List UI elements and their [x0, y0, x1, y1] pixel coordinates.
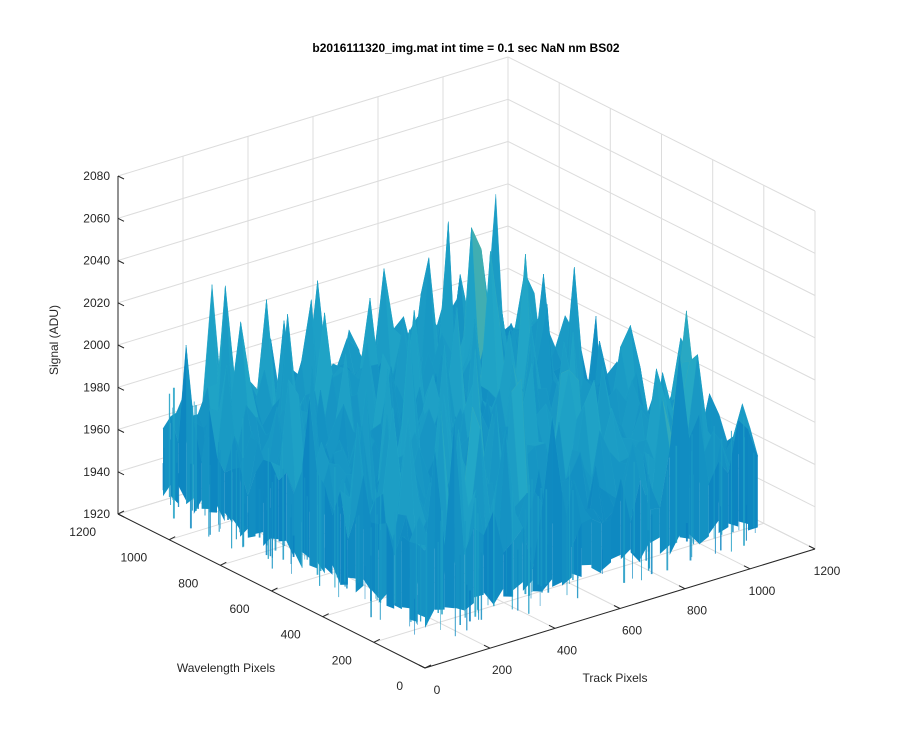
surface-front-skirt-x — [591, 518, 602, 574]
z-tick-mark — [117, 175, 125, 180]
z-tick-label: 2000 — [83, 338, 110, 352]
surface-front-skirt-x — [444, 419, 455, 609]
x-tick-mark — [548, 624, 556, 629]
surface-front-skirt-x — [630, 479, 641, 563]
chart-title: b2016111320_img.mat int time = 0.1 sec N… — [312, 41, 619, 55]
z-tick-label: 1960 — [83, 423, 110, 437]
back-wall-gridline-z — [507, 141, 816, 296]
surface-front-skirt-x — [640, 479, 651, 560]
surface-front-skirt-y — [347, 515, 356, 579]
surface-front-skirt-x — [601, 519, 611, 571]
back-wall-gridline-z — [507, 225, 816, 381]
y-tick-mark — [424, 664, 432, 669]
surface-front-skirt-x — [552, 416, 562, 587]
surface-front-skirt-x — [493, 510, 504, 605]
z-axis-label: Signal (ADU) — [47, 305, 61, 375]
z-tick-label: 2080 — [83, 169, 110, 183]
surface-front-skirt-x — [611, 479, 621, 560]
back-wall-gridline-z — [507, 98, 816, 254]
x-tick-label: 600 — [622, 624, 642, 638]
z-tick-label: 1940 — [83, 465, 110, 479]
y-tick-label: 1000 — [120, 551, 147, 565]
surface-front-skirt-x — [454, 419, 465, 611]
x-tick-mark — [613, 605, 621, 609]
back-wall-gridline-z — [507, 267, 816, 423]
z-tick-mark — [117, 260, 125, 264]
z-tick-mark — [117, 344, 125, 349]
surface-front-skirt-x — [738, 420, 748, 524]
surface-front-skirt-x — [503, 541, 514, 597]
y-tick-label: 600 — [229, 602, 249, 616]
back-wall-gridline-z — [507, 183, 816, 339]
surface-front-skirt-y — [286, 472, 294, 558]
x-tick-mark — [483, 644, 491, 649]
surface-front-skirt-x — [679, 353, 690, 539]
back-wall-gridline-z — [507, 56, 816, 212]
surface-front-skirt-y — [294, 471, 302, 568]
surface-front-skirt-x — [581, 518, 592, 566]
axis-layer — [117, 175, 816, 669]
z-tick-mark — [117, 471, 125, 476]
surface-layer — [162, 194, 758, 637]
surface-front-skirt-y — [247, 472, 256, 538]
z-tick-mark — [117, 429, 125, 433]
y-tick-label: 400 — [281, 628, 301, 642]
surface-front-skirt-x — [571, 523, 582, 577]
x-tick-label: 0 — [434, 683, 441, 697]
z-tick-label: 2040 — [83, 254, 110, 268]
y-tick-mark — [373, 638, 381, 643]
surface-front-skirt-y — [394, 536, 402, 610]
x-axis-label: Track Pixels — [583, 671, 648, 685]
surface-front-skirt-x — [425, 448, 435, 628]
y-axis-label: Wavelength Pixels — [177, 661, 275, 675]
y-tick-mark — [322, 613, 329, 618]
y-tick-label: 200 — [332, 653, 352, 667]
back-wall-gridline-z — [117, 56, 509, 177]
back-wall-gridline-z — [117, 225, 509, 346]
x-tick-mark — [743, 565, 751, 570]
x-tick-label: 200 — [492, 663, 512, 677]
x-tick-mark — [418, 664, 426, 669]
z-tick-label: 1980 — [83, 380, 110, 394]
surface-front-skirt-x — [748, 429, 758, 531]
y-tick-mark — [117, 510, 125, 515]
back-wall-gridline-z — [117, 183, 509, 304]
x-tick-label: 400 — [557, 643, 577, 657]
x-tick-label: 1200 — [814, 564, 841, 578]
surface-front-skirt-y — [209, 408, 217, 513]
surface-front-skirt-y — [324, 485, 333, 575]
z-tick-mark — [117, 302, 125, 307]
y-tick-label: 800 — [178, 576, 198, 590]
surface-front-skirt-y — [178, 345, 187, 501]
z-tick-mark — [117, 513, 125, 518]
back-wall-gridline-z — [117, 141, 509, 261]
y-tick-mark — [220, 561, 227, 566]
x-tick-label: 800 — [687, 604, 707, 618]
y-tick-mark — [168, 536, 176, 541]
y-tick-label: 0 — [396, 679, 403, 693]
x-tick-label: 1000 — [749, 584, 776, 598]
surface-front-skirt-x — [483, 510, 494, 605]
z-tick-label: 1920 — [83, 507, 110, 521]
surface-front-skirt-y — [401, 536, 410, 609]
tick-labels: 0 200 400 600 800 1000 1200 0 200 400 600 800 1000 12… — [69, 169, 840, 697]
surface-front-skirt-y — [309, 397, 318, 569]
z-tick-label: 2060 — [83, 211, 110, 225]
surface-front-skirt-x — [542, 416, 553, 591]
x-tick-mark — [678, 585, 686, 590]
surface-front-skirt-y — [163, 416, 171, 497]
back-wall-gridline-z — [117, 98, 509, 219]
y-tick-mark — [271, 587, 278, 592]
z-tick-mark — [117, 217, 125, 222]
surface-front-skirt-y — [363, 475, 372, 591]
y-tick-label: 1200 — [69, 525, 96, 539]
z-tick-label: 2020 — [83, 296, 110, 310]
z-tick-mark — [117, 386, 125, 391]
x-tick-mark — [808, 545, 816, 550]
surface-front-skirt-x — [699, 414, 709, 545]
surface-front-skirt-x — [728, 420, 739, 527]
surface-front-skirt-y — [386, 523, 395, 609]
